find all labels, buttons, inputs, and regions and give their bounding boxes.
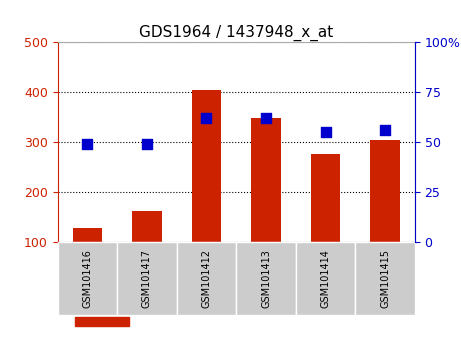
Point bbox=[322, 130, 329, 135]
Bar bbox=[72, 228, 102, 242]
Bar bbox=[132, 211, 162, 242]
Point bbox=[381, 127, 389, 133]
Text: GSM101413: GSM101413 bbox=[261, 249, 271, 308]
Point bbox=[262, 115, 270, 121]
FancyBboxPatch shape bbox=[236, 242, 296, 315]
Text: GSM101412: GSM101412 bbox=[201, 249, 212, 308]
FancyBboxPatch shape bbox=[117, 242, 177, 315]
FancyBboxPatch shape bbox=[296, 242, 355, 315]
Bar bbox=[370, 140, 400, 242]
Text: GSM101415: GSM101415 bbox=[380, 249, 390, 308]
FancyBboxPatch shape bbox=[58, 242, 117, 315]
Point bbox=[203, 115, 210, 121]
Text: GSM101414: GSM101414 bbox=[320, 249, 331, 308]
Bar bbox=[76, 317, 129, 326]
Bar bbox=[311, 154, 341, 242]
Text: GSM101416: GSM101416 bbox=[83, 249, 92, 308]
Bar bbox=[251, 118, 281, 242]
Text: GSM101417: GSM101417 bbox=[142, 249, 152, 308]
Point bbox=[143, 141, 151, 147]
FancyBboxPatch shape bbox=[355, 242, 415, 315]
FancyBboxPatch shape bbox=[177, 242, 236, 315]
Title: GDS1964 / 1437948_x_at: GDS1964 / 1437948_x_at bbox=[139, 25, 333, 41]
Bar bbox=[192, 90, 221, 242]
Point bbox=[84, 141, 91, 147]
